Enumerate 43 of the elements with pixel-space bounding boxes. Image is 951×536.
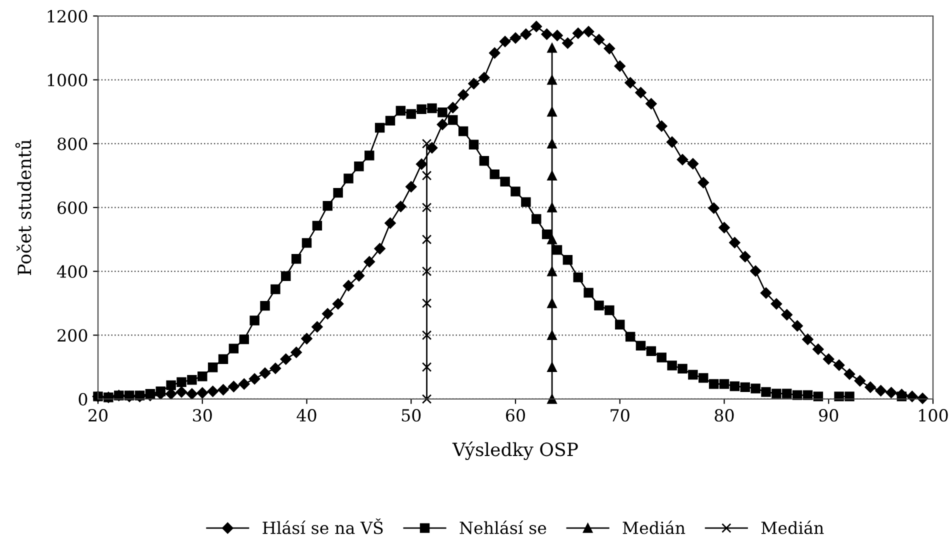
x-tick-label: 50: [402, 409, 421, 422]
y-tick-label: 1000: [48, 74, 88, 86]
y-axis-title: Počet studentů: [15, 140, 32, 275]
point: [422, 138, 432, 149]
point: [547, 138, 557, 149]
legend-label: Hlásí se na VŠ: [262, 518, 383, 534]
x-axis-title: Výsledky OSP: [452, 442, 578, 460]
point: [547, 74, 557, 85]
y-tick-label: 400: [56, 265, 88, 278]
point: [547, 362, 557, 372]
y-tick-label: 800: [58, 138, 88, 150]
y-tick-label: 1200: [48, 10, 88, 23]
y-tick-label: 0: [78, 392, 88, 406]
point: [422, 330, 432, 340]
point: [422, 298, 432, 308]
point: [422, 170, 432, 180]
legend-label: Nehlásí se: [460, 520, 546, 534]
point: [422, 266, 432, 276]
point: [547, 394, 557, 404]
x-tick-label: 100: [919, 409, 948, 422]
legend-label: Medián: [761, 520, 824, 534]
point: [422, 202, 432, 212]
point: [547, 330, 557, 340]
point: [547, 202, 557, 212]
x-tick-label: 70: [610, 409, 630, 422]
y-tick-label: 600: [58, 201, 88, 214]
point: [422, 394, 432, 404]
x-tick-label: 80: [714, 409, 734, 422]
y-tick-label: 200: [58, 329, 88, 342]
point: [547, 234, 557, 244]
legend-label: Medián: [622, 520, 686, 534]
x-tick-label: 20: [88, 409, 108, 422]
point: [547, 43, 557, 53]
x-tick-label: 30: [193, 409, 212, 422]
x-tick-label: 60: [506, 409, 525, 422]
point: [422, 234, 432, 244]
x-tick-label: 90: [819, 409, 838, 422]
point: [547, 170, 557, 180]
x-tick-label: 40: [296, 409, 316, 422]
point: [422, 362, 432, 372]
point: [547, 298, 557, 308]
point: [547, 106, 557, 117]
point: [547, 266, 557, 276]
